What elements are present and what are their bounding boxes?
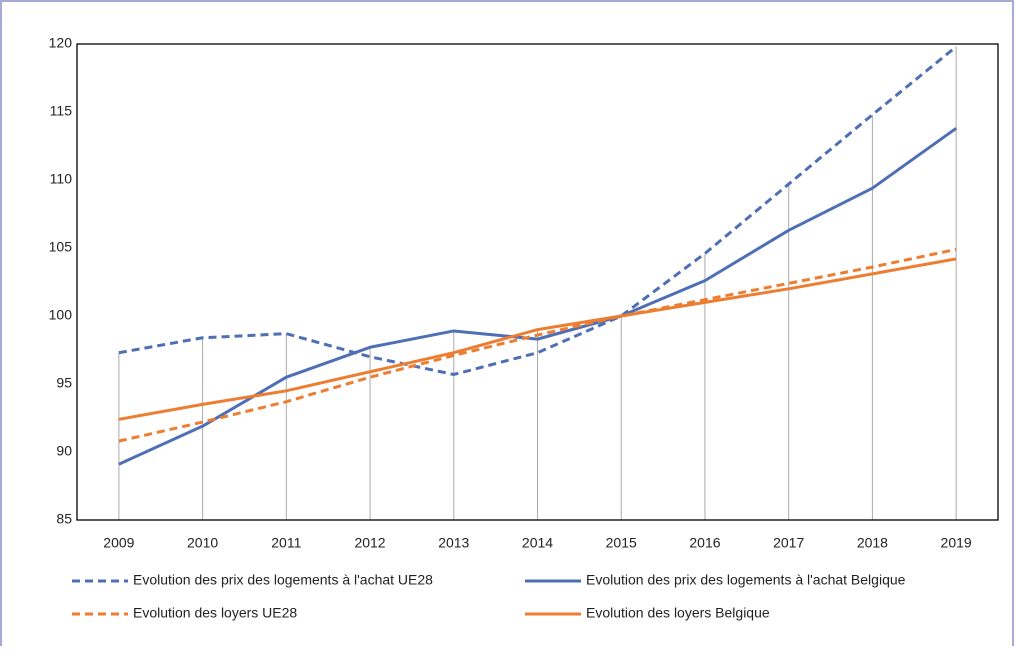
y-tick-label: 90 [56, 443, 72, 459]
x-tick-label: 2014 [522, 535, 553, 551]
x-tick-label: 2018 [857, 535, 888, 551]
y-tick-label: 115 [50, 103, 73, 119]
y-tick-label: 100 [49, 307, 73, 323]
x-tick-label: 2012 [354, 535, 385, 551]
x-tick-label: 2013 [438, 535, 469, 551]
legend-label: Evolution des prix des logements à l'ach… [586, 572, 906, 588]
x-tick-label: 2010 [187, 535, 218, 551]
y-tick-label: 85 [56, 511, 72, 527]
y-tick-label: 105 [49, 239, 73, 255]
legend-label: Evolution des loyers Belgique [586, 605, 770, 621]
plot-area [76, 43, 999, 521]
y-tick-label: 120 [49, 35, 73, 51]
series-line [118, 247, 957, 443]
y-tick-label: 95 [56, 375, 72, 391]
x-tick-label: 2011 [271, 535, 301, 551]
legend-label: Evolution des loyers UE28 [133, 605, 297, 621]
y-tick-label: 110 [50, 171, 73, 187]
x-tick-label: 2015 [606, 535, 637, 551]
x-tick-label: 2017 [773, 535, 804, 551]
series-line [118, 45, 958, 376]
x-tick-label: 2016 [689, 535, 720, 551]
x-tick-label: 2009 [103, 535, 134, 551]
series-line [118, 257, 957, 421]
series-line [118, 127, 958, 466]
x-tick-label: 2019 [941, 535, 972, 551]
legend-label: Evolution des prix des logements à l'ach… [133, 572, 433, 588]
